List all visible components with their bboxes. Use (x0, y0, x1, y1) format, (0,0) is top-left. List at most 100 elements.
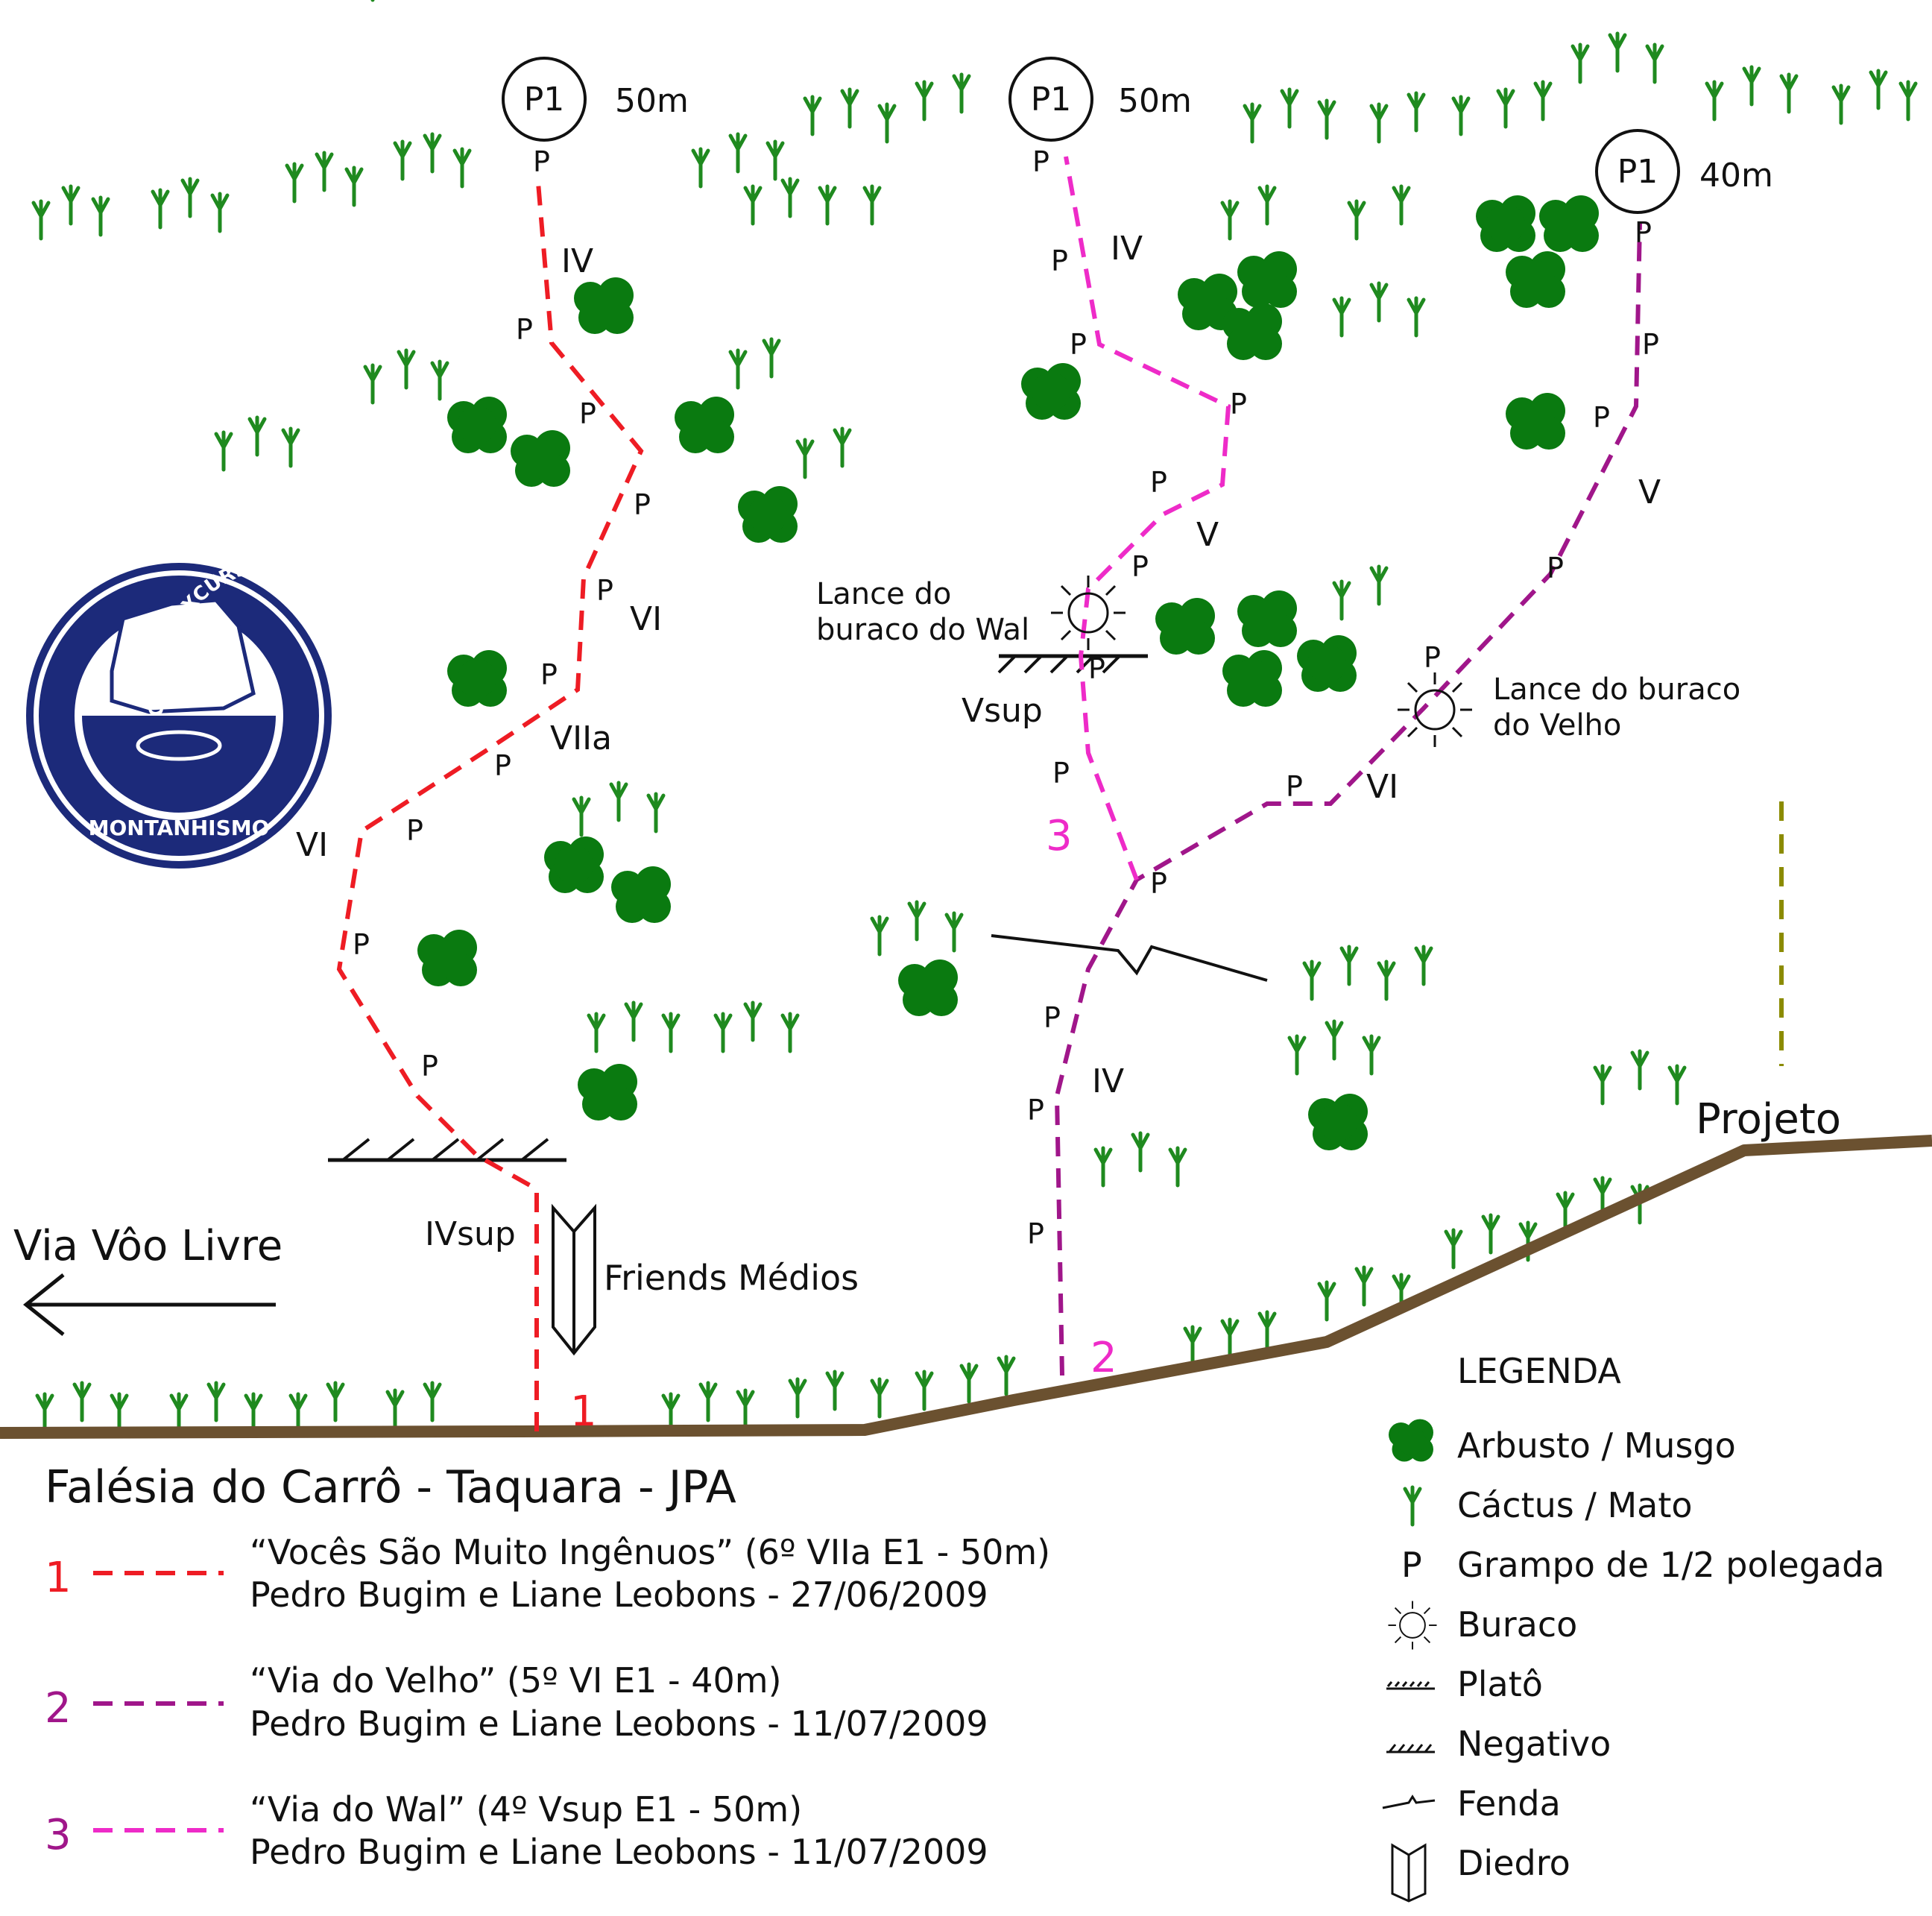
pin-letter-icon: P (1070, 328, 1087, 361)
route-number: 3 (45, 1811, 72, 1859)
legend-label: Platô (1457, 1664, 1543, 1704)
route-name: “Via do Wal” (4º Vsup E1 - 50m) (250, 1789, 802, 1830)
grade-label: VIIa (550, 719, 612, 757)
hole-wal-line2: buraco do Wal (816, 613, 1029, 647)
pin-letter-icon: P (1027, 1217, 1044, 1250)
crag-title: Falésia do Carrô - Taquara - JPA (45, 1461, 736, 1513)
hole-icon (1049, 574, 1127, 652)
cactus-cluster (1222, 34, 1916, 335)
club-logo: CENTRO EXCURSIONISTA RIO DE JANEIRO MONT… (26, 549, 433, 869)
dihedral-icon (1391, 1843, 1427, 1903)
pin-letter-icon: P (1044, 1001, 1061, 1034)
pin-letter-icon: P (1547, 552, 1564, 584)
route-authors: Pedro Bugim e Liane Leobons - 11/07/2009 (250, 1832, 988, 1872)
route-2-line (1054, 223, 1642, 1376)
anchor-label: P1 (1617, 153, 1658, 191)
anchor-route-1: P1 50m (502, 57, 689, 142)
grade-label: VI (1366, 768, 1398, 806)
neighbor-route-label: Via Vôo Livre (13, 1222, 282, 1270)
grade-label: V (1638, 473, 1661, 511)
grade-label: VI (630, 600, 662, 638)
grade-label: Vsup (962, 692, 1043, 730)
overhang (328, 1138, 566, 1162)
ground-line (0, 1135, 1932, 1439)
route-1-start-number: 1 (570, 1387, 597, 1436)
route-3-start-number: 3 (1046, 812, 1073, 860)
pin-letter-icon: P (1051, 245, 1068, 277)
pin-letter-icon: P (516, 313, 533, 346)
anchor-label: P1 (524, 81, 565, 119)
legend-label: Grampo de 1/2 polegada (1457, 1545, 1885, 1585)
pin-letter-icon: P (1401, 1545, 1422, 1585)
anchor-label: P1 (1031, 81, 1072, 119)
pin-letter-icon: P (634, 488, 651, 521)
pin-letter-icon: P (1150, 867, 1167, 900)
plateau-icon (1386, 1681, 1435, 1690)
shrub-cluster (417, 195, 1599, 1150)
pin-letter-icon: P (1642, 328, 1659, 361)
pin-letter-icon: P (540, 658, 558, 691)
grade-label: IV (561, 242, 593, 280)
pin-letter-icon: P (1027, 1094, 1044, 1126)
route-authors: Pedro Bugim e Liane Leobons - 11/07/2009 (250, 1704, 988, 1744)
pin-letter-icon: P (1635, 216, 1652, 249)
hole-velho-label: Lance do buraco do Velho (1493, 672, 1750, 743)
legend-label: Negativo (1457, 1724, 1611, 1764)
anchor-length: 40m (1699, 157, 1773, 195)
hole-wal-line1: Lance do (816, 577, 951, 611)
neighbor-route-arrow: Via Vôo Livre (13, 1222, 282, 1336)
pin-letter-icon: P (1052, 757, 1070, 790)
route-2-start-number: 2 (1090, 1334, 1117, 1382)
pin-letter-icon: P (1286, 770, 1303, 803)
pin-letter-icon: P (494, 749, 511, 782)
pin-letter-icon: P (579, 397, 596, 430)
route-2-pins: P P P P P P P P P P (1027, 216, 1659, 1250)
crack-icon (1382, 1794, 1436, 1809)
grade-label: V (1196, 516, 1219, 554)
projeto-label: Projeto (1696, 1095, 1841, 1144)
hole-velho-line2: do Velho (1493, 708, 1621, 743)
route-authors: Pedro Bugim e Liane Leobons - 27/06/2009 (250, 1575, 988, 1615)
pin-letter-icon: P (533, 145, 550, 178)
route-3-grades: IV V Vsup (962, 230, 1219, 730)
hole-icon (1396, 671, 1474, 749)
logo-bottom-text: MONTANHISMO (89, 816, 270, 840)
route-1-grades: IV VI VIIa VI IVsup (296, 242, 662, 1253)
pin-letter-icon: P (1230, 388, 1247, 420)
pin-letter-icon: P (353, 928, 370, 961)
dihedral (552, 1203, 596, 1356)
shrub-icon (1389, 1419, 1433, 1462)
grade-label: IVsup (425, 1215, 516, 1253)
legend-label: Cáctus / Mato (1457, 1485, 1693, 1525)
route-1-info: 1 “Vocês São Muito Ingênuos” (6º VIIa E1… (45, 1532, 1050, 1615)
anchor-route-3: P1 50m (1008, 57, 1192, 142)
route-1-line (336, 182, 644, 1431)
overhang-icon (1386, 1744, 1435, 1753)
pin-letter-icon: P (1424, 641, 1441, 674)
route-3-info: 3 “Via do Wal” (4º Vsup E1 - 50m) Pedro … (45, 1789, 988, 1872)
legend-label: Diedro (1457, 1843, 1570, 1883)
pin-letter-icon: P (1032, 145, 1049, 178)
anchor-route-2: P1 40m (1595, 129, 1773, 214)
plateau (997, 654, 1148, 674)
pin-letter-icon: P (1593, 401, 1610, 434)
pin-letter-icon: P (406, 814, 423, 847)
crack (991, 934, 1268, 982)
route-number: 2 (45, 1684, 72, 1733)
anchor-length: 50m (615, 82, 689, 120)
route-2-info: 2 “Via do Velho” (5º VI E1 - 40m) Pedro … (45, 1660, 988, 1744)
route-2-grades: V VI IV (1092, 473, 1661, 1100)
route-3-pins: P P P P P P P P (1032, 145, 1247, 790)
route-1-pins: P P P P P P P P P P (353, 145, 651, 1083)
hole-wal-label: Lance do buraco do Wal (816, 577, 1029, 647)
legend-label: Buraco (1457, 1604, 1577, 1645)
legend-label: Arbusto / Musgo (1457, 1425, 1736, 1466)
pin-letter-icon: P (421, 1050, 438, 1083)
grade-label: VI (296, 826, 328, 864)
route-name: “Via do Velho” (5º VI E1 - 40m) (250, 1660, 782, 1701)
pin-letter-icon: P (1088, 652, 1105, 685)
route-3-line (1064, 156, 1231, 881)
hole-velho-line1: Lance do buraco (1493, 672, 1740, 707)
hole-icon (1387, 1600, 1438, 1651)
